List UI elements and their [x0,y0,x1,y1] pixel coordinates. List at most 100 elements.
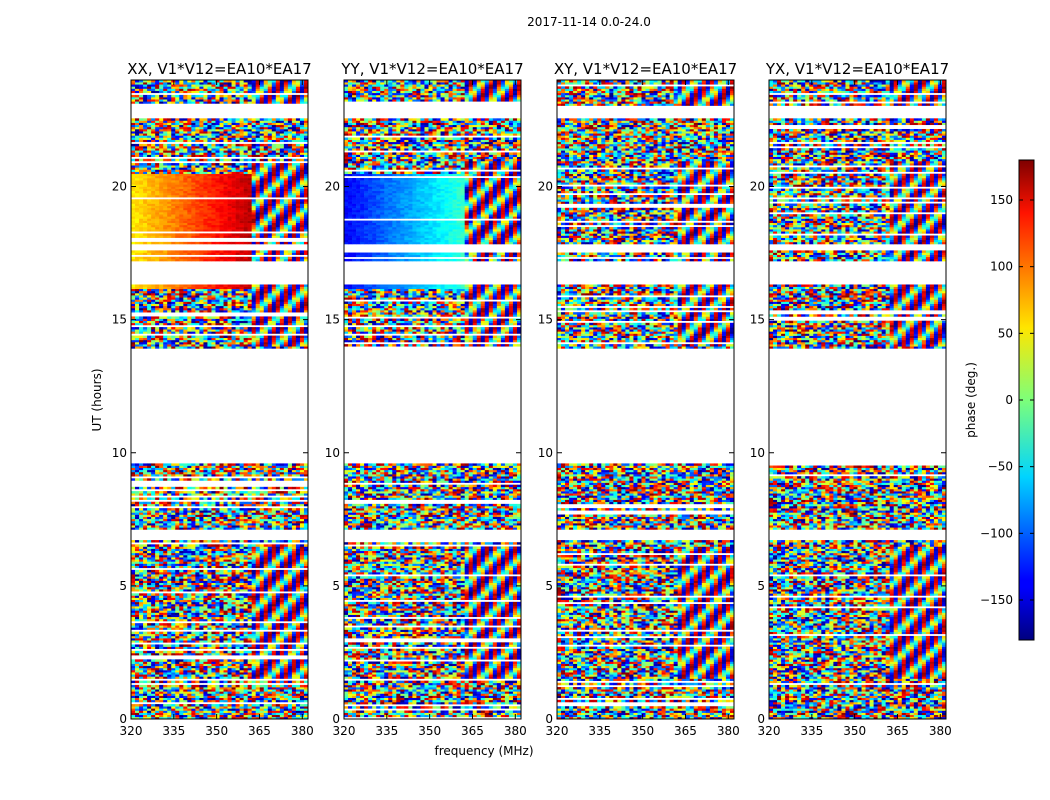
phase-cell [279,486,285,490]
phase-cell [271,608,277,611]
phase-cell [131,523,136,526]
phase-cell [239,693,244,696]
phase-cell [199,463,204,466]
phase-cell [299,344,305,347]
phase-cell [279,599,285,603]
phase-cell [295,638,301,641]
phase-cell [199,572,204,575]
phase-cell [167,691,172,694]
phase-cell [167,608,172,611]
phase-cell [231,510,236,513]
phase-cell [167,614,172,618]
phase-cell [131,710,136,713]
phase-cell [207,331,212,334]
phase-cell [267,518,273,522]
phase-cell [243,563,248,566]
phase-cell [231,565,236,569]
phase-cell [187,508,192,511]
phase-cell [263,601,269,605]
phase-cell [251,640,256,643]
phase-cell [171,606,176,609]
phase-cell [231,469,236,473]
phase-cell [159,331,164,334]
phase-cell [251,465,256,468]
phase-cell [175,612,180,615]
phase-cell [223,320,228,324]
phase-cell [235,599,240,603]
phase-cell [207,554,212,558]
phase-cell [291,518,297,522]
phase-cell [167,674,172,677]
phase-cell [287,582,293,586]
phase-cell [131,574,136,577]
phase-cell [255,704,261,707]
phase-cell [279,503,285,507]
phase-cell [171,601,176,605]
phase-cell [223,578,228,581]
phase-cell [159,674,164,677]
phase-cell [299,337,305,341]
phase-cell [235,704,240,707]
phase-cell [207,303,212,307]
phase-cell [211,335,216,339]
phase-cell [195,674,200,677]
phase-cell [191,552,196,556]
phase-cell [267,693,273,696]
phase-cell [227,557,232,560]
phase-cell [267,467,273,471]
phase-cell [231,527,236,530]
phase-cell [179,672,184,675]
phase-cell [135,514,140,517]
phase-cell [231,329,236,332]
phase-cell [131,699,136,703]
phase-cell [179,552,184,556]
phase-cell [163,684,168,688]
phase-cell [223,518,228,522]
phase-cell [147,540,152,543]
phase-cell [211,640,216,643]
phase-cell [259,491,265,494]
phase-cell [155,612,160,615]
phase-cell [299,478,305,481]
phase-cell [295,714,301,718]
phase-cell [211,580,216,583]
phase-cell [131,557,136,560]
phase-cell [187,589,192,592]
phase-cell [279,640,285,643]
phase-cell [171,635,176,639]
phase-cell [239,544,244,547]
phase-cell [151,471,156,475]
phase-cell [259,691,265,694]
phase-cell [259,659,265,662]
phase-cell [255,491,261,494]
phase-cell [279,714,285,718]
phase-cell [243,638,248,641]
phase-cell [227,667,232,671]
phase-cell [159,307,164,311]
phase-cell [155,486,160,490]
phase-cell [183,331,188,334]
phase-cell [215,608,220,611]
phase-cell [223,569,228,573]
phase-cell [175,672,180,675]
phase-cell [139,584,144,588]
phase-cell [215,606,220,609]
phase-cell [223,680,228,684]
phase-cell [215,691,220,694]
phase-cell [203,623,208,626]
phase-cell [163,578,168,581]
phase-cell [147,646,152,650]
phase-cell [291,704,297,707]
phase-cell [187,650,192,654]
phase-cell [211,550,216,554]
phase-cell [271,335,277,339]
phase-cell [275,572,281,575]
phase-cell [283,523,289,526]
phase-cell [183,576,188,579]
phase-cell [163,663,168,667]
phase-cell [299,510,305,513]
phase-cell [227,708,232,711]
phase-cell [251,318,256,321]
phase-cell [231,638,236,641]
phase-cell [155,478,160,481]
